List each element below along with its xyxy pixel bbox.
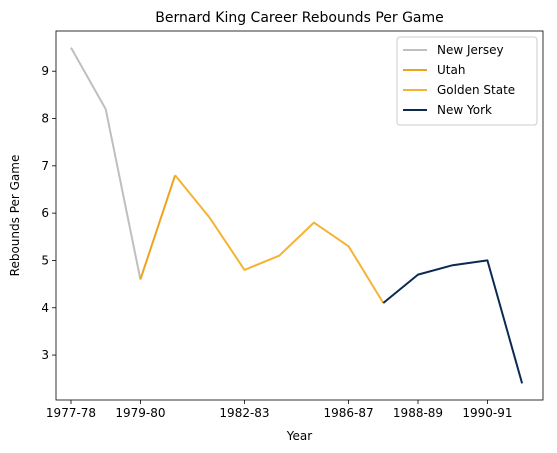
- y-tick-label-2: 5: [41, 253, 49, 267]
- y-tick-label-3: 6: [41, 206, 49, 220]
- y-tick-label-1: 4: [41, 301, 49, 315]
- plot-area: [70, 47, 524, 384]
- x-axis: 1977-78 1979-80 1982-83 1986-87 1988-89 1990-…: [46, 400, 512, 420]
- legend: New Jersey Utah Golden State New York: [396, 36, 538, 126]
- x-tick-label-1: 1979-80: [115, 406, 165, 420]
- series-line-0: [70, 47, 142, 280]
- x-tick-label-4: 1988-89: [393, 406, 443, 420]
- legend-entry-3: New York: [437, 103, 492, 117]
- y-tick-label-0: 3: [41, 348, 49, 362]
- x-tick-label-5: 1990-91: [462, 406, 512, 420]
- y-tick-label-4: 7: [41, 159, 49, 173]
- y-axis: 3 4 5 6 7 8 9: [41, 64, 56, 362]
- x-axis-label: Year: [286, 429, 312, 443]
- x-tick-label-3: 1986-87: [324, 406, 374, 420]
- x-tick-label-0: 1977-78: [46, 406, 96, 420]
- series-line-1: [139, 174, 177, 280]
- chart-title: Bernard King Career Rebounds Per Game: [155, 10, 444, 26]
- legend-box: [396, 36, 538, 126]
- legend-entry-1: Utah: [437, 63, 465, 77]
- legend-entry-2: Golden State: [437, 83, 515, 97]
- y-tick-label-5: 8: [41, 112, 49, 126]
- series-line-2: [174, 174, 385, 304]
- y-tick-label-6: 9: [41, 64, 49, 78]
- x-tick-label-2: 1982-83: [219, 406, 269, 420]
- plot-frame: [55, 30, 544, 401]
- y-axis-label: Rebounds Per Game: [8, 155, 22, 277]
- legend-entry-0: New Jersey: [437, 43, 504, 57]
- series-line-3: [382, 259, 524, 384]
